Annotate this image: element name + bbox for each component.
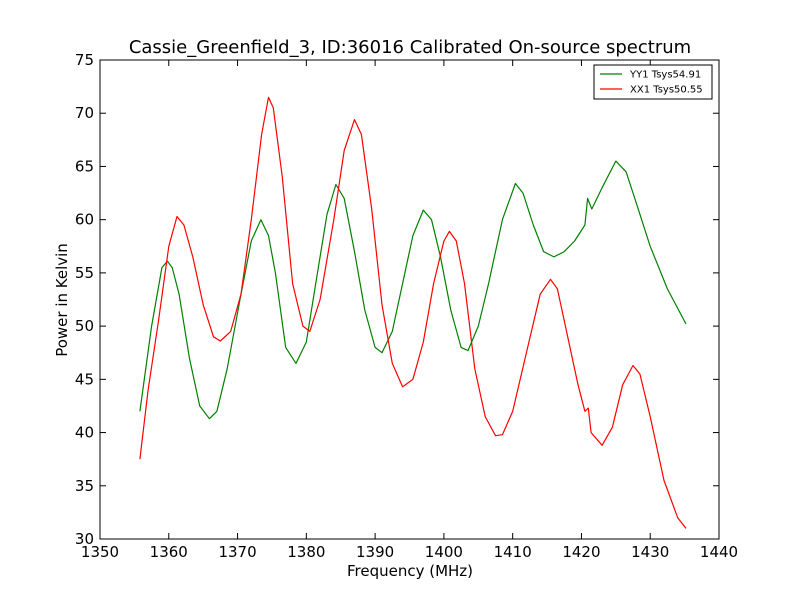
legend: YY1 Tsys54.91 XX1 Tsys50.55 xyxy=(593,64,713,100)
y-tick-label: 35 xyxy=(75,477,94,495)
plot-background xyxy=(100,60,719,539)
x-axis: 1350 1360 1370 1380 1390 1400 1410 1420 1430 1440 xyxy=(81,60,738,561)
series-line-1 xyxy=(139,160,687,420)
x-tick-label: 1420 xyxy=(562,543,600,561)
series-line-2 xyxy=(139,96,687,529)
y-tick-label: 30 xyxy=(75,530,94,548)
y-tick-label: 50 xyxy=(75,317,94,335)
y-axis: 30 35 40 45 50 55 60 65 70 75 xyxy=(75,51,719,548)
chart-title: Cassie_Greenfield_3, ID:36016 Calibrated… xyxy=(129,37,691,58)
x-tick-label: 1400 xyxy=(425,543,463,561)
plot-frame xyxy=(99,59,720,540)
y-tick-label: 55 xyxy=(75,264,94,282)
y-tick-label: 70 xyxy=(75,104,94,122)
y-tick-label: 40 xyxy=(75,424,94,442)
x-tick-label: 1410 xyxy=(494,543,532,561)
x-tick-label: 1440 xyxy=(700,543,738,561)
x-tick-label: 1350 xyxy=(81,543,119,561)
x-tick-label: 1370 xyxy=(218,543,256,561)
y-axis-label: Power in Kelvin xyxy=(53,243,71,357)
legend-label-2: XX1 Tsys50.55 xyxy=(630,85,703,96)
x-tick-label: 1380 xyxy=(287,543,325,561)
y-tick-label: 45 xyxy=(75,370,94,388)
y-tick-label: 60 xyxy=(75,211,94,229)
x-tick-label: 1360 xyxy=(150,543,188,561)
y-tick-label: 75 xyxy=(75,51,94,69)
x-tick-label: 1390 xyxy=(356,543,394,561)
plot-area xyxy=(99,59,720,540)
y-tick-label: 65 xyxy=(75,157,94,175)
legend-box xyxy=(593,64,713,100)
x-axis-label: Frequency (MHz) xyxy=(347,562,473,580)
legend-label-1: YY1 Tsys54.91 xyxy=(629,70,701,81)
x-tick-label: 1430 xyxy=(631,543,669,561)
